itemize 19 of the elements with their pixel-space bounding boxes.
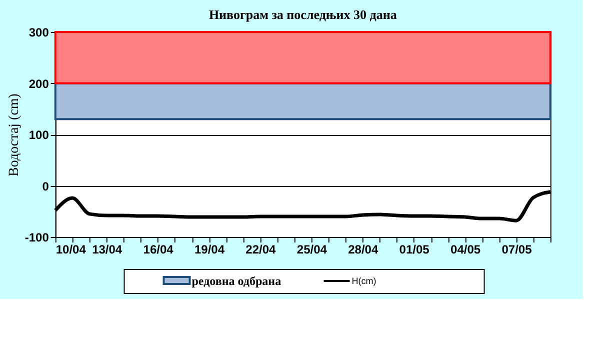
x-tick-label: 19/04 [194,242,225,256]
x-tick-label: 01/05 [399,242,430,256]
chart-title: Нивограм за последњих 30 дана [208,7,398,22]
x-tick-label: 25/04 [296,242,328,256]
x-tick-label: 22/04 [246,242,276,256]
y-tick-label: 300 [28,26,50,40]
y-tick-label: 200 [28,76,50,91]
x-tick-label: 10/04 [56,242,86,256]
y-tick-label: 100 [28,128,50,142]
x-tick-label: 07/05 [502,242,532,256]
x-tick-label: 13/04 [92,242,122,256]
legend-label: H(cm) [352,276,376,286]
x-tick-label: 28/04 [348,242,378,256]
x-tick-label: 16/04 [143,242,174,256]
legend-label: редовна одбрана [192,274,282,288]
y-tick-label: 0 [42,179,50,194]
y-tick-label: -100 [24,230,50,244]
y-axis-title: Водостај (cm) [6,93,22,176]
x-tick-label: 04/05 [450,242,481,256]
